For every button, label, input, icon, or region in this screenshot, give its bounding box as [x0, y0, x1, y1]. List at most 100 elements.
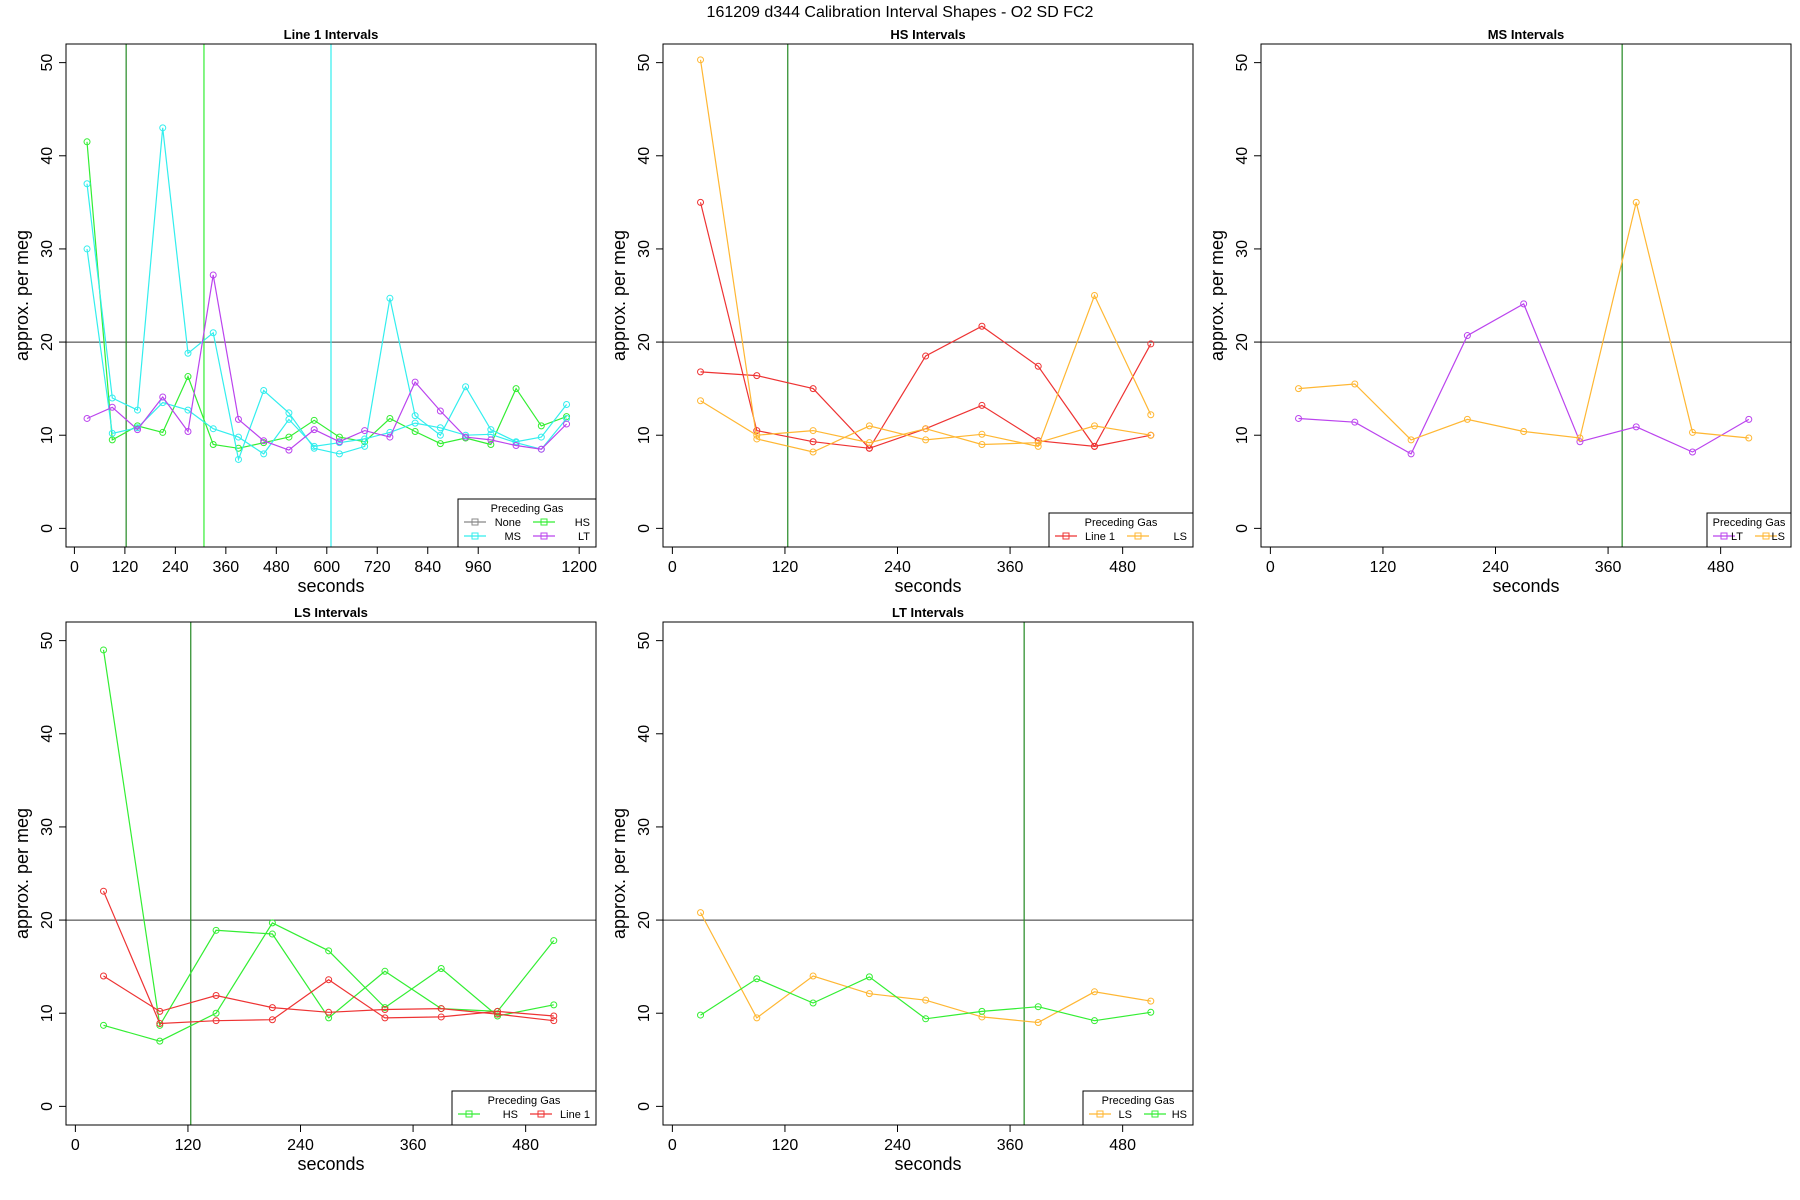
data-point [809, 427, 817, 435]
y-tick-label: 30 [1234, 240, 1251, 258]
y-tick-label: 50 [39, 632, 56, 650]
legend-entry: HS [533, 517, 590, 529]
data-point [100, 1021, 108, 1029]
x-axis-label: seconds [894, 1154, 961, 1174]
data-point [978, 1007, 986, 1015]
data-point [537, 445, 545, 453]
data-point [1745, 434, 1753, 442]
data-point [1632, 423, 1640, 431]
y-tick-label: 20 [39, 333, 56, 351]
data-point [212, 992, 220, 1000]
data-point [753, 435, 761, 443]
panel-2: HS Intervals 0 10 20 30 40 50 0 120 240 360 480 seco… [609, 27, 1194, 596]
x-tick-label: 1200 [561, 559, 597, 576]
panel-4: LS Intervals 0 10 20 30 40 50 0 120 240 360 480 seco… [12, 605, 597, 1174]
legend-swatch-marker [1096, 1110, 1104, 1118]
data-point [411, 412, 419, 420]
data-point [381, 1014, 389, 1022]
y-tick-label: 50 [636, 54, 653, 72]
data-point [1463, 332, 1471, 340]
data-point [697, 1011, 705, 1019]
data-point [537, 422, 545, 430]
y-tick-label: 30 [636, 240, 653, 258]
legend-title: Preceding Gas [1085, 517, 1158, 529]
y-axis-label: approx. per meg [609, 808, 629, 939]
panel-title: LT Intervals [892, 605, 964, 620]
y-tick-label: 0 [1234, 524, 1251, 533]
data-point [285, 415, 293, 423]
y-tick-label: 50 [1234, 54, 1251, 72]
series-ls [697, 397, 1155, 449]
data-point [809, 972, 817, 980]
data-point [310, 442, 318, 450]
data-point [108, 394, 116, 402]
plot-frame [65, 43, 597, 548]
data-point [134, 406, 142, 414]
x-tick-label: 360 [1595, 559, 1622, 576]
data-point [550, 937, 558, 945]
data-point [83, 414, 91, 422]
legend-swatch-marker [540, 532, 548, 540]
data-point [184, 349, 192, 357]
series-line [700, 325, 1151, 450]
data-point [100, 646, 108, 654]
x-tick-label: 360 [212, 559, 239, 576]
legend-swatch-marker [465, 1110, 473, 1118]
x-tick-label: 120 [772, 559, 799, 576]
data-point [865, 439, 873, 447]
data-point [922, 1015, 930, 1023]
x-tick-label: 240 [162, 559, 189, 576]
data-point [978, 430, 986, 438]
x-tick-label: 480 [1109, 559, 1136, 576]
legend-entry: LT [533, 531, 590, 543]
data-point [1147, 431, 1155, 439]
legend-label: None [495, 517, 521, 529]
data-point [1091, 1017, 1099, 1025]
data-point [361, 427, 369, 435]
y-tick-label: 50 [636, 632, 653, 650]
x-tick-label: 240 [884, 1137, 911, 1154]
series-line-1 [697, 198, 1155, 452]
plot-frame [65, 621, 597, 1126]
data-point [809, 385, 817, 393]
data-point [978, 441, 986, 449]
data-point [268, 919, 276, 927]
x-tick-label: 480 [1707, 559, 1734, 576]
data-point [209, 441, 217, 449]
legend-swatch-marker [1151, 1110, 1159, 1118]
legend-label: LS [1772, 531, 1785, 543]
y-tick-label: 20 [636, 333, 653, 351]
y-tick-label: 30 [39, 240, 56, 258]
data-point [381, 1005, 389, 1013]
data-point [285, 409, 293, 417]
data-point [285, 433, 293, 441]
legend-swatch-marker [540, 518, 548, 526]
data-point [386, 428, 394, 436]
data-point [83, 180, 91, 188]
data-point [411, 427, 419, 435]
y-axis-label: approx. per meg [609, 230, 629, 361]
x-tick-label: 720 [364, 559, 391, 576]
legend-label: HS [575, 517, 590, 529]
y-axis-label: approx. per meg [12, 230, 32, 361]
x-axis-label: seconds [1492, 576, 1559, 596]
x-tick-label: 120 [175, 1137, 202, 1154]
data-point [411, 378, 419, 386]
series-lt [83, 271, 571, 454]
data-point [1034, 1019, 1042, 1027]
legend-label: LS [1119, 1109, 1132, 1121]
data-point [285, 446, 293, 454]
data-point [1520, 427, 1528, 435]
data-point [234, 415, 242, 423]
data-point [1147, 340, 1155, 348]
legend-label: Line 1 [560, 1109, 590, 1121]
data-point [1407, 436, 1415, 444]
data-point [386, 294, 394, 302]
y-tick-label: 40 [636, 147, 653, 165]
y-axis-label: approx. per meg [1207, 230, 1227, 361]
data-point [436, 407, 444, 415]
data-point [697, 909, 705, 917]
series-ls [697, 909, 1155, 1027]
data-point [381, 1004, 389, 1012]
data-point [1576, 438, 1584, 446]
